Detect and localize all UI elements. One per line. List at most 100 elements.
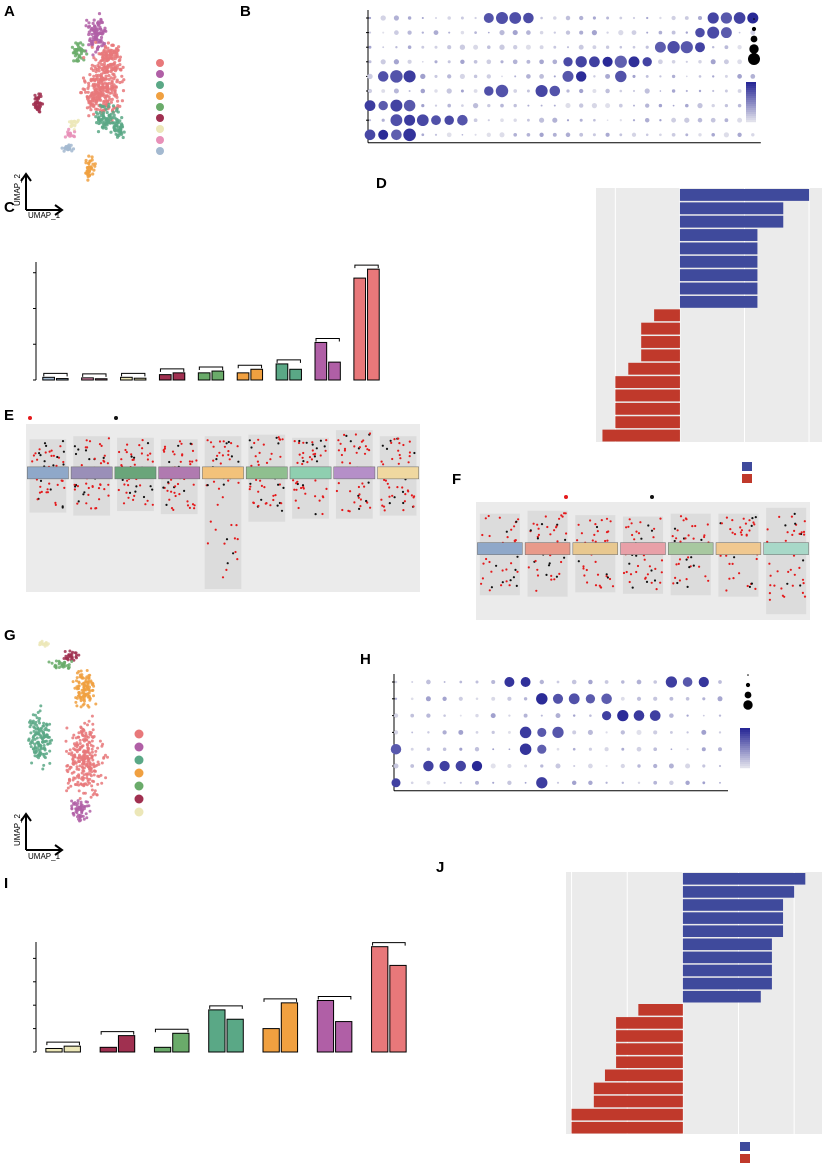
umap-g-axes bbox=[20, 812, 64, 856]
volcano-point bbox=[335, 489, 338, 493]
umap-a-point bbox=[111, 72, 115, 76]
volcano-point bbox=[367, 481, 370, 484]
volcano-point bbox=[733, 556, 736, 559]
umap-a-point bbox=[34, 96, 38, 100]
umap-g-point bbox=[34, 727, 38, 731]
dotplot-dot bbox=[620, 696, 625, 701]
umap-g-point bbox=[32, 750, 36, 753]
volcano-point bbox=[688, 566, 691, 569]
umap-g-point bbox=[65, 749, 68, 753]
umap-a-point bbox=[87, 32, 91, 37]
dotplot-dot bbox=[698, 60, 702, 64]
dotplot-dot bbox=[425, 696, 431, 702]
dotplot-dot bbox=[484, 86, 494, 96]
volcano-point bbox=[50, 454, 53, 457]
umap-g-point bbox=[104, 776, 108, 780]
panel-letter-i: I bbox=[4, 875, 8, 892]
umap-g-point bbox=[70, 806, 74, 810]
umap-g-point bbox=[88, 732, 92, 736]
dotplot-dot bbox=[617, 709, 629, 722]
umap-a-point bbox=[90, 45, 94, 49]
volcano-point bbox=[279, 455, 282, 458]
umap-a-point bbox=[104, 55, 108, 60]
umap-g-point bbox=[74, 736, 78, 740]
dotplot-dot bbox=[549, 85, 561, 97]
legend-a-swatch bbox=[156, 147, 164, 155]
umap-a-ylabel: UMAP_2 bbox=[13, 173, 22, 206]
volcano-point bbox=[98, 443, 102, 446]
dotplot-dot bbox=[593, 75, 596, 78]
umap-a-point bbox=[106, 90, 110, 94]
volcano-point bbox=[608, 577, 612, 581]
umap-g-point bbox=[91, 763, 95, 767]
volcano-point bbox=[140, 452, 143, 455]
dotplot-dot bbox=[565, 103, 571, 109]
volcano-point bbox=[354, 433, 357, 436]
volcano-point bbox=[704, 575, 707, 578]
dotplot-dot bbox=[447, 16, 451, 20]
dotplot-dot bbox=[750, 30, 756, 36]
volcano-cluster-box bbox=[158, 466, 201, 480]
dotplot-dot bbox=[685, 697, 690, 701]
umap-a-point bbox=[33, 93, 37, 97]
umap-a-point bbox=[94, 40, 98, 45]
volcano-point bbox=[792, 554, 796, 557]
volcano-point bbox=[802, 559, 805, 562]
umap-g-point bbox=[44, 642, 48, 646]
dotplot-dot bbox=[539, 679, 544, 685]
volcano-point bbox=[193, 504, 196, 507]
volcano-point bbox=[675, 537, 678, 540]
umap-g-point bbox=[81, 757, 85, 761]
volcano-point bbox=[703, 534, 706, 537]
legend-color-step bbox=[746, 98, 756, 101]
dotplot-dot bbox=[509, 12, 522, 24]
volcano-point bbox=[39, 479, 43, 482]
umap-g-point bbox=[87, 676, 91, 680]
umap-g-point bbox=[85, 735, 89, 739]
volcano-point bbox=[684, 537, 687, 540]
volcano-point bbox=[536, 537, 540, 540]
umap-a-point bbox=[104, 126, 108, 131]
umap-a-point bbox=[121, 135, 125, 140]
dotplot-dot bbox=[487, 45, 491, 49]
volcano-point bbox=[209, 441, 213, 444]
volcano-point bbox=[555, 575, 559, 578]
umap-a-point bbox=[85, 18, 89, 22]
volcano-point bbox=[44, 451, 47, 454]
volcano-point bbox=[501, 569, 504, 572]
dotplot-dot bbox=[475, 680, 479, 684]
go-bar bbox=[602, 429, 680, 442]
volcano-point bbox=[133, 463, 136, 466]
volcano-point bbox=[397, 462, 400, 465]
umap-g-point bbox=[77, 735, 81, 739]
volcano-point bbox=[305, 441, 308, 444]
umap-g-point bbox=[33, 737, 37, 741]
volcano-point bbox=[146, 454, 149, 457]
volcano-point bbox=[171, 450, 175, 453]
dotplot-dot bbox=[367, 88, 373, 94]
dotplot-dot bbox=[618, 29, 624, 36]
volcano-point bbox=[659, 517, 662, 520]
umap-a-point bbox=[97, 38, 101, 42]
dotplot-dot bbox=[604, 747, 609, 752]
dotplot-dot bbox=[410, 713, 415, 718]
volcano-point bbox=[36, 498, 39, 501]
volcano-point bbox=[517, 518, 520, 521]
legend-g bbox=[134, 729, 144, 817]
volcano-point bbox=[314, 513, 317, 516]
volcano-point bbox=[803, 520, 806, 523]
legend-a-swatch bbox=[156, 136, 164, 144]
umap-a-point bbox=[85, 95, 90, 99]
dotplot-dot bbox=[537, 727, 547, 737]
volcano-point bbox=[596, 530, 599, 533]
umap-g-point bbox=[81, 766, 85, 770]
volcano-point bbox=[280, 502, 283, 505]
dotplot-dot bbox=[579, 132, 584, 137]
dotplot-dot bbox=[592, 133, 596, 137]
volcano-point bbox=[313, 455, 316, 458]
volcano-point bbox=[490, 586, 493, 589]
umap-g-point bbox=[77, 694, 81, 697]
dotplot-dot bbox=[646, 31, 649, 34]
volcano-cluster-band bbox=[204, 436, 242, 589]
sig-bracket bbox=[209, 1005, 243, 1009]
